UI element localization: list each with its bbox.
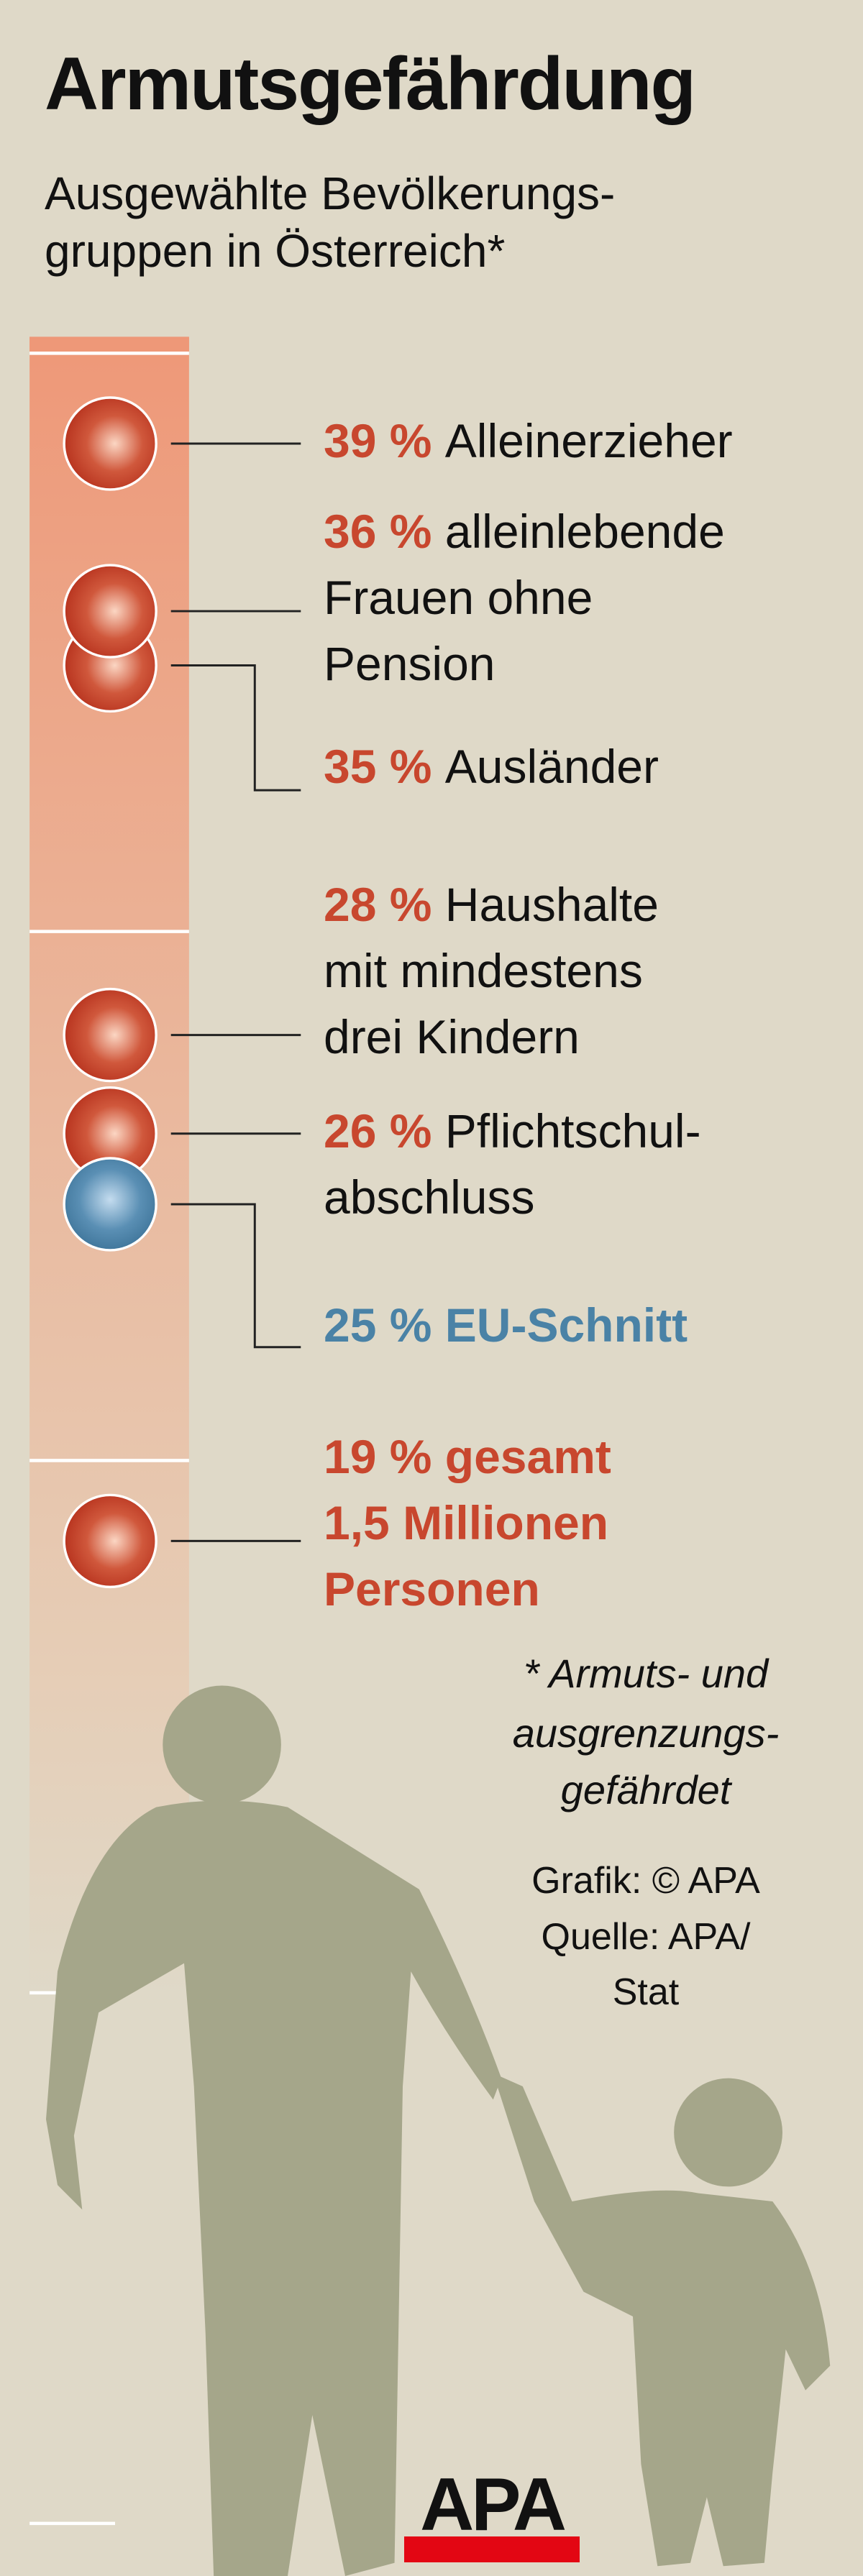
value-label-line: mit mindestens — [324, 947, 643, 994]
group-label: Pension — [324, 637, 496, 690]
subtitle-line-2: gruppen in Österreich* — [45, 225, 506, 277]
subtitle-line-1: Ausgewählte Bevölkerungs- — [45, 168, 616, 219]
child-body — [493, 2073, 831, 2567]
group-label: alleinlebende — [444, 505, 725, 558]
value-label-line: Pension — [324, 640, 496, 687]
group-label: Pflichtschul- — [444, 1104, 701, 1158]
group-label: EU-Schnitt — [444, 1298, 688, 1352]
page-title: Armutsgefährdung — [45, 42, 696, 126]
value-percent: 26 % — [324, 1104, 445, 1158]
value-label-line: drei Kindern — [324, 1013, 580, 1060]
group-label: abschluss — [324, 1170, 535, 1224]
group-label: drei Kindern — [324, 1010, 580, 1063]
value-markers — [63, 396, 157, 1589]
apa-logo-text: APA — [420, 2463, 567, 2547]
group-label: Haushalte — [444, 878, 659, 931]
value-label-line: Personen — [324, 1565, 540, 1613]
group-label: mit mindestens — [324, 944, 643, 997]
value-label-line: 26 % Pflichtschul- — [324, 1107, 701, 1155]
value-bar-top — [29, 336, 189, 354]
adult-body — [46, 1800, 502, 2576]
value-marker-19 — [63, 1493, 157, 1589]
group-label: 1,5 Millionen — [324, 1496, 609, 1549]
apa-logo: APA — [404, 2463, 580, 2563]
credit-line-1: Grafik: © APA — [531, 1860, 760, 1902]
apa-logo-bar — [404, 2536, 580, 2563]
connector-lines — [170, 442, 301, 1542]
credit-line-2: Quelle: APA/ — [541, 1916, 751, 1958]
child-head — [674, 2078, 782, 2187]
group-label: gesamt — [444, 1430, 611, 1483]
value-label-line: abschluss — [324, 1173, 535, 1221]
value-marker-39 — [63, 396, 157, 491]
value-percent: 19 % — [324, 1430, 445, 1483]
value-label-line: 25 % EU-Schnitt — [324, 1301, 688, 1349]
value-label-line: 28 % Haushalte — [324, 881, 659, 928]
value-marker-25 — [63, 1157, 157, 1252]
group-label: Alleinerzieher — [444, 414, 733, 467]
value-label-line: Frauen ohne — [324, 574, 593, 621]
adult-head — [163, 1685, 281, 1805]
connector-line — [170, 1203, 301, 1349]
silhouette-child — [493, 2073, 831, 2567]
footnote-line-3: gefährdet — [560, 1767, 731, 1812]
value-percent: 35 % — [324, 740, 445, 793]
group-label: Personen — [324, 1562, 540, 1615]
value-label-line: 1,5 Millionen — [324, 1499, 608, 1546]
group-label: Ausländer — [444, 740, 659, 793]
value-label-line: 35 % Ausländer — [324, 743, 659, 790]
value-marker-28 — [63, 987, 157, 1083]
value-label-line: 19 % gesamt — [324, 1433, 611, 1480]
value-percent: 39 % — [324, 414, 445, 467]
footnote-line-2: ausgrenzungs- — [512, 1710, 780, 1756]
silhouette-adult — [46, 1685, 502, 2576]
value-percent: 28 % — [324, 878, 445, 931]
footnote-line-1: * Armuts- und — [523, 1651, 769, 1696]
value-percent: 25 % — [324, 1298, 445, 1352]
group-label: Frauen ohne — [324, 571, 593, 624]
value-marker-36 — [63, 564, 157, 659]
credit-line-3: Stat — [612, 1971, 680, 2013]
value-label-line: 36 % alleinlebende — [324, 508, 725, 555]
value-percent: 36 % — [324, 505, 445, 558]
connector-line — [170, 664, 301, 792]
value-label-line: 39 % Alleinerzieher — [324, 417, 733, 464]
